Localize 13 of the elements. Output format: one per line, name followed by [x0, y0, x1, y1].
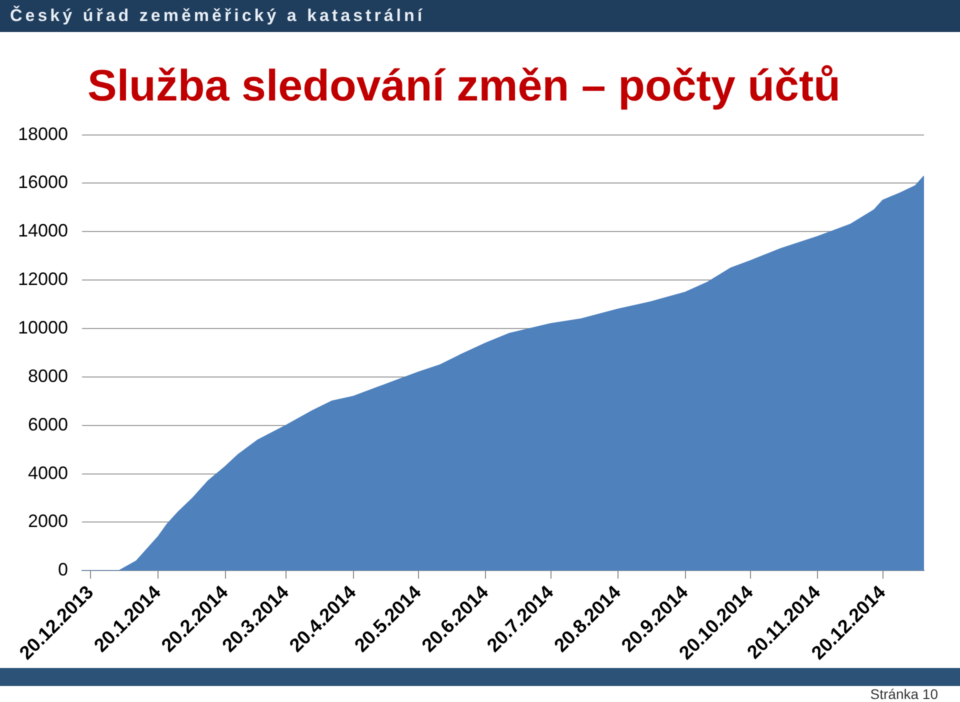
- y-tick-label: 6000: [28, 414, 68, 434]
- y-tick-label: 4000: [28, 462, 68, 483]
- y-tick-label: 18000: [18, 124, 68, 144]
- y-tick-label: 16000: [18, 172, 68, 192]
- y-tick-label: 2000: [28, 511, 68, 532]
- text: Český úřad zeměměřický a katastrální: [0, 0, 960, 32]
- y-tick-label: 14000: [18, 220, 68, 241]
- chart-title: Služba sledování změn – počty účtů: [87, 62, 841, 111]
- y-tick-label: 10000: [18, 317, 68, 338]
- y-tick-label: 8000: [28, 366, 68, 386]
- y-tick-label: 0: [58, 560, 68, 580]
- y-tick-label: 12000: [18, 269, 68, 290]
- text: Stránka 10: [870, 686, 938, 702]
